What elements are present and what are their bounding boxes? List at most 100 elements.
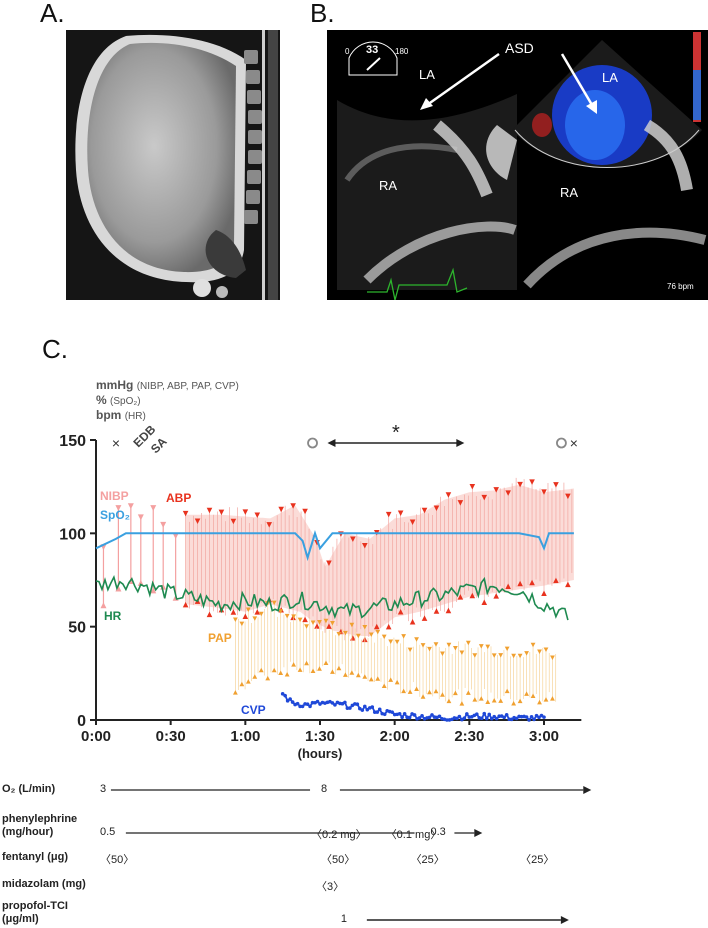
pap-diastolic-mark [375,676,381,681]
medication-value: 〈3〉 [316,881,345,893]
abp-diastolic-mark [206,611,213,618]
pap-diastolic-mark [355,672,361,678]
pap-diastolic-mark [472,697,478,702]
abp-systolic-mark [230,518,237,525]
pap-diastolic-mark [330,669,335,674]
pap-systolic-mark [414,637,419,642]
pap-diastolic-mark [401,688,407,694]
medication-label-line: fentanyl (μg) [2,851,69,863]
nibp-systolic-mark-1 [115,505,122,512]
pap-systolic-mark [317,620,322,625]
pap-systolic-mark [330,621,335,626]
abp-systolic-mark [457,500,464,506]
abp-diastolic-mark [541,590,547,596]
pap-diastolic-mark [511,701,517,706]
medication-label-0: O₂ (L/min) [2,783,55,796]
abp-diastolic-mark [565,581,571,588]
abp-systolic-mark [529,479,535,485]
pap-diastolic-mark [284,671,290,677]
pap-systolic-mark [368,632,374,637]
pap-diastolic-mark [342,672,348,677]
abp-systolic-mark [302,508,308,515]
pap-diastolic-mark [543,697,549,702]
end-x-mark: × [570,435,578,451]
pap-diastolic-mark [232,690,238,695]
pap-systolic-mark [388,639,394,645]
pap-diastolic-mark [252,674,258,679]
pap-diastolic-mark [310,668,316,673]
pap-systolic-mark [504,646,510,652]
echo-ra-right-label: RA [560,185,579,200]
abp-systolic-mark [350,536,356,542]
pap-diastolic-mark [381,683,387,688]
pap-systolic-mark [517,653,523,659]
abp-systolic-mark [254,512,261,519]
pap-systolic-mark [530,642,536,648]
pap-systolic-mark [310,620,316,626]
x-tick-label-6: 3:00 [529,728,559,745]
pap-systolic-mark [291,614,297,619]
medication-label-line: (μg/ml) [2,913,39,925]
pap-diastolic-mark [317,666,322,671]
pap-systolic-mark [452,646,458,651]
pap-diastolic-mark [452,690,458,696]
spo2-series-line [95,530,574,562]
abp-systolic-mark [493,487,500,493]
pap-diastolic-mark [388,677,394,682]
pap-systolic-mark [297,617,303,623]
medication-value: 1 [340,913,347,925]
pap-systolic-mark [524,651,529,656]
pap-systolic-mark [381,634,387,640]
pap-diastolic-mark [440,692,445,697]
pap-systolic-mark [485,644,491,650]
pap-systolic-mark [543,647,549,653]
abp-diastolic-mark [505,583,511,590]
medication-label-line: (mg/hour) [2,826,54,838]
pap-diastolic-mark [446,698,452,704]
medication-label-1: phenylephrine (mg/hour) [2,813,77,839]
pap-diastolic-mark [530,693,536,699]
pap-diastolic-mark [407,689,413,694]
pap-diastolic-mark [504,688,510,694]
pap-systolic-mark [550,655,555,660]
pap-diastolic-mark [459,701,465,706]
medication-arrow-head [474,829,483,837]
nibp-systolic-mark-2 [127,503,134,510]
pap-systolic-mark [304,624,309,629]
pap-systolic-mark [284,613,290,619]
pap-diastolic-mark [478,696,484,701]
pap-systolic-mark [355,633,361,639]
pap-diastolic-mark [271,667,277,673]
medication-value: 3 [100,783,107,795]
pap-systolic-mark [478,644,484,649]
x-tick-label-2: 1:00 [230,728,260,745]
abp-systolic-mark [206,507,213,514]
pap-systolic-mark [232,617,238,623]
echo-asd-label: ASD [505,40,534,56]
abp-systolic-mark [266,522,273,528]
abp-diastolic-mark [493,593,500,599]
pap-systolic-mark [472,653,478,658]
units-mmhg: mmHg (NIBP, ABP, PAP, CVP) [96,378,239,392]
abp-diastolic-mark [421,615,428,621]
pap-systolic-mark [511,653,517,659]
echo-angle-value: 33 [366,44,379,56]
medication-label-line: O₂ (L/min) [2,783,56,795]
abp-systolic-mark [541,489,547,495]
pap-diastolic-mark [362,674,368,679]
medication-label-4: propofol-TCI (μg/ml) [2,900,68,926]
abp-systolic-mark [182,510,189,517]
pap-diastolic-mark [394,679,400,685]
pap-diastolic-mark [498,698,504,703]
nibp-diastolic-mark-4 [150,587,157,594]
pap-systolic-mark [491,653,497,658]
panel-b-letter: B. [310,0,335,28]
units-pct: % (SpO₂) [96,393,141,407]
abp-diastolic-mark [409,618,416,625]
pap-systolic-mark [362,624,368,630]
pap-systolic-mark [537,649,542,654]
abp-diastolic-mark [373,623,380,630]
echo-angle-min: 0 [345,47,350,56]
pap-diastolic-mark [517,698,523,704]
pap-diastolic-mark [524,691,529,696]
